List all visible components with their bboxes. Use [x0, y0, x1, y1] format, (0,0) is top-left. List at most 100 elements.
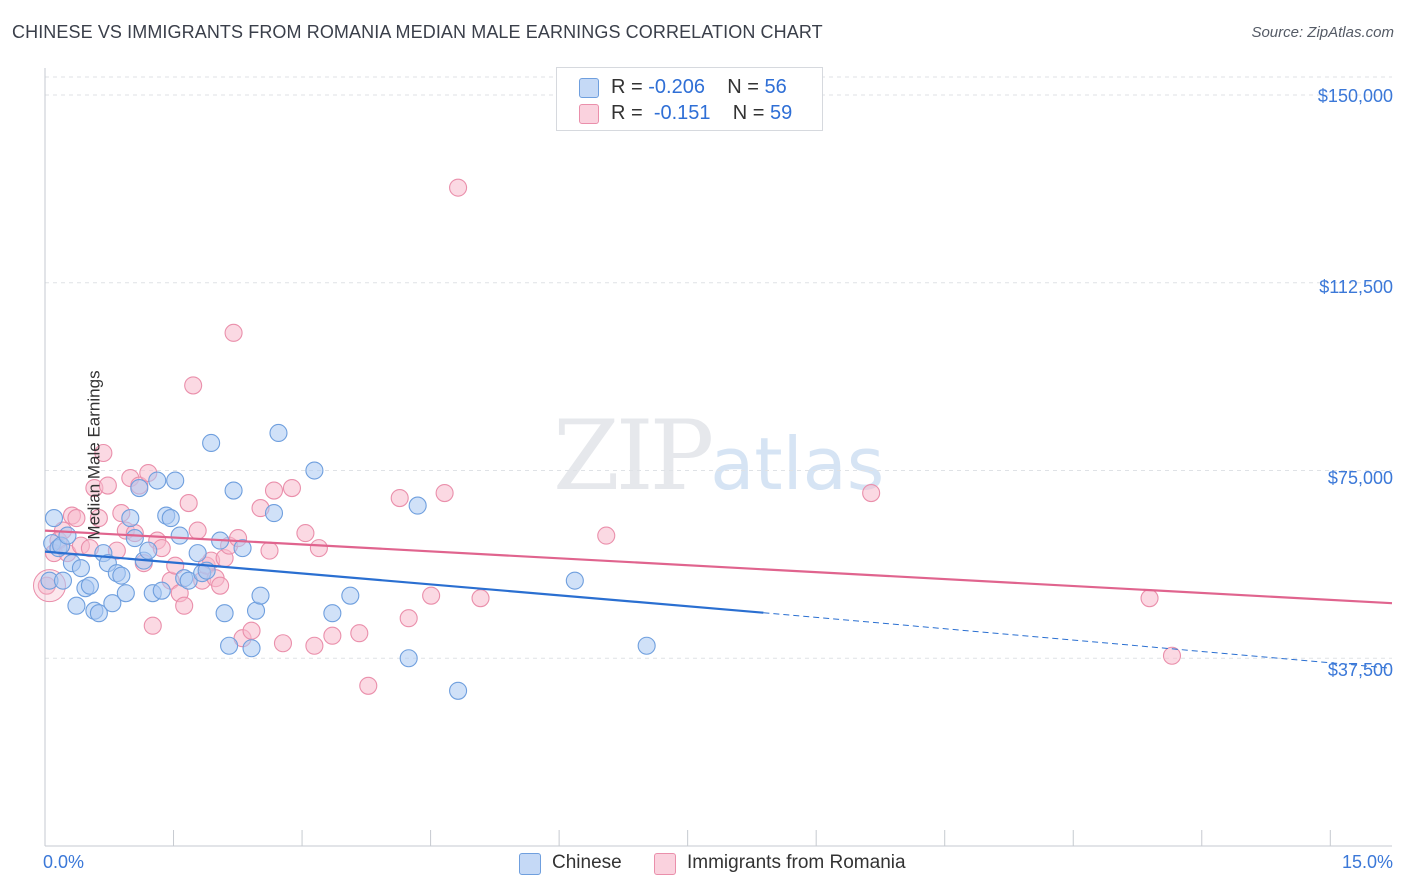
chinese-point: [242, 639, 261, 658]
romania-point: [309, 539, 328, 558]
chart-title: CHINESE VS IMMIGRANTS FROM ROMANIA MEDIA…: [12, 22, 823, 42]
romania-point: [399, 609, 418, 628]
chinese-point: [112, 566, 131, 585]
chinese-point: [264, 504, 284, 523]
source-credit: Source: ZipAtlas.com: [1251, 24, 1394, 41]
romania-point: [67, 509, 86, 528]
chinese-point: [188, 544, 207, 563]
chinese-point: [58, 526, 77, 545]
x-tick-label-min: 0.0%: [43, 852, 85, 872]
axes: [44, 68, 1392, 847]
romania-point: [260, 541, 279, 560]
legend-r-value: -0.151: [653, 102, 711, 124]
legend-swatch-romania: [579, 104, 599, 124]
romania-point: [179, 494, 198, 513]
chinese-point: [80, 576, 99, 595]
legend-label-romania: Immigrants from Romania: [687, 852, 906, 873]
romania-point: [98, 476, 117, 495]
trend-lines: [44, 529, 1393, 669]
trend-line-chinese: [44, 550, 764, 614]
y-axis-label: Median Male Earnings: [84, 370, 104, 540]
legend-swatch-chinese: [519, 853, 541, 875]
chinese-point: [89, 604, 108, 623]
chinese-point: [224, 481, 243, 500]
chinese-point: [220, 636, 239, 655]
chinese-point: [202, 433, 221, 453]
watermark-atlas: atlas: [710, 422, 885, 506]
chinese-point: [67, 596, 86, 615]
correlation-legend: R = -0.206 N = 56 R = -0.151 N = 59: [556, 67, 823, 131]
chinese-point: [166, 471, 185, 490]
legend-r-label: R =: [611, 76, 643, 98]
chinese-point: [305, 461, 324, 480]
romania-point: [211, 576, 230, 595]
romania-point: [597, 526, 616, 545]
chinese-point: [170, 526, 189, 545]
chinese-point: [637, 636, 656, 655]
legend-swatch-romania: [654, 853, 676, 875]
romania-point: [449, 178, 468, 197]
romania-point: [184, 376, 203, 395]
chinese-point: [44, 509, 64, 528]
chinese-point: [121, 509, 140, 528]
romania-point: [143, 616, 162, 635]
y-tick-label: $112,500: [1319, 277, 1393, 297]
romania-point: [89, 509, 108, 528]
chinese-point: [246, 601, 266, 620]
legend-n-value: 56: [764, 76, 787, 98]
chinese-point: [269, 423, 288, 443]
series-chinese-points: [40, 423, 656, 700]
y-tick-label: $150,000: [1317, 86, 1393, 106]
chinese-point: [139, 541, 158, 560]
chinese-point: [161, 509, 180, 528]
chinese-point: [399, 649, 418, 668]
romania-point: [1140, 589, 1159, 608]
legend-n-label: N =: [727, 76, 759, 98]
x-tick-label-max: 15.0%: [1341, 852, 1393, 872]
chinese-point: [53, 571, 73, 590]
legend-n-value: 59: [770, 102, 793, 124]
chinese-point: [408, 496, 427, 515]
romania-point: [94, 443, 113, 463]
legend-label-chinese: Chinese: [552, 852, 622, 873]
romania-point: [242, 621, 261, 640]
grid: [45, 76, 1392, 659]
romania-point: [471, 589, 490, 608]
romania-point: [305, 636, 324, 655]
romania-point: [435, 484, 454, 503]
romania-point: [282, 478, 302, 498]
trend-line-chinese-extrapolated: [763, 612, 1393, 669]
romania-point: [359, 676, 378, 695]
romania-point: [224, 323, 243, 342]
legend-text-chinese: R = -0.206 N = 56: [611, 76, 787, 99]
trend-line-romania: [44, 529, 1393, 605]
chinese-point: [130, 478, 149, 498]
y-tick-label: $37,500: [1327, 660, 1393, 680]
y-tick-label: $75,000: [1327, 468, 1393, 488]
romania-point: [264, 481, 284, 500]
legend-swatch-chinese: [579, 78, 599, 98]
chinese-point: [103, 594, 122, 613]
romania-point: [323, 626, 342, 645]
romania-point: [1162, 646, 1182, 665]
legend-text-romania: R = -0.151 N = 59: [611, 102, 792, 125]
chinese-point: [148, 471, 167, 490]
chinese-point: [565, 571, 584, 590]
watermark: ZIPatlas: [553, 400, 884, 512]
romania-point: [422, 586, 441, 605]
romania-point: [862, 484, 881, 503]
legend-r-value: -0.206: [648, 76, 705, 98]
chinese-point: [251, 586, 270, 605]
chinese-point: [341, 586, 360, 605]
chinese-point: [449, 681, 468, 700]
romania-point: [273, 634, 293, 653]
chinese-point: [152, 581, 171, 600]
chinese-point: [323, 604, 342, 623]
romania-point: [350, 624, 369, 643]
romania-point: [188, 521, 207, 540]
romania-point: [296, 524, 315, 543]
chinese-point: [116, 584, 135, 603]
romania-point: [175, 596, 194, 615]
romania-point: [390, 489, 409, 508]
